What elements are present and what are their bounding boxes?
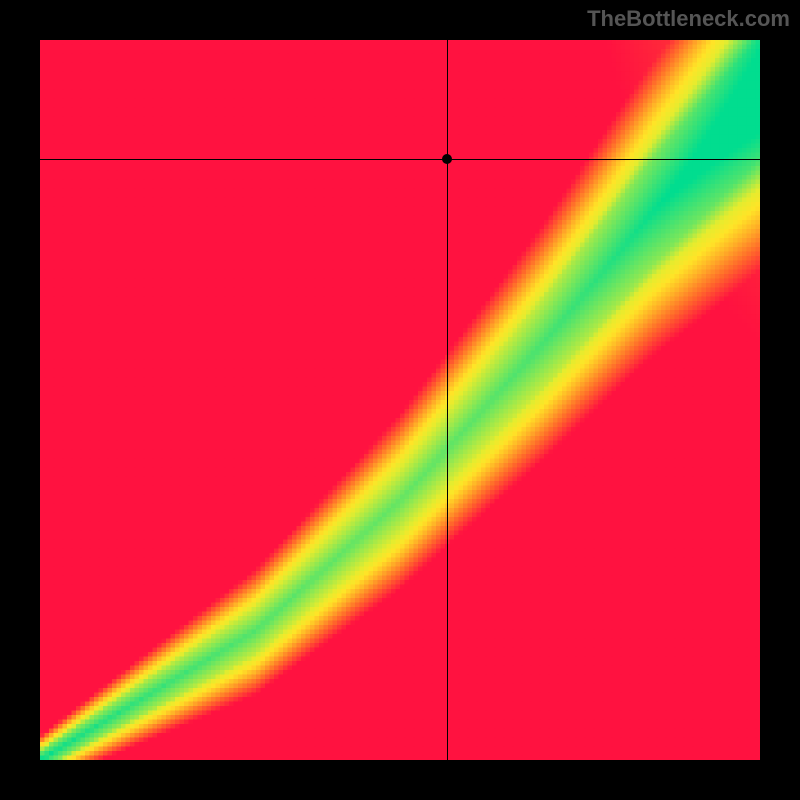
marker-dot: [442, 154, 452, 164]
heatmap-canvas: [40, 40, 760, 760]
watermark-text: TheBottleneck.com: [587, 6, 790, 32]
crosshair-horizontal: [40, 159, 760, 160]
chart-container: TheBottleneck.com: [0, 0, 800, 800]
crosshair-vertical: [447, 40, 448, 760]
plot-area: [40, 40, 760, 760]
